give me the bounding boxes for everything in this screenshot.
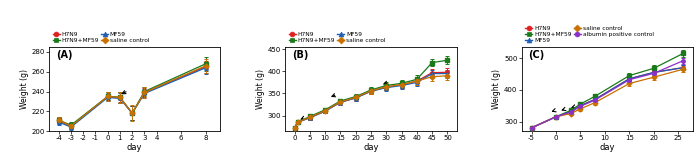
X-axis label: day: day xyxy=(600,143,615,152)
X-axis label: day: day xyxy=(127,143,142,152)
Y-axis label: Weight (g): Weight (g) xyxy=(20,69,29,109)
Y-axis label: Weight (g): Weight (g) xyxy=(492,69,501,109)
Text: (C): (C) xyxy=(528,50,545,60)
X-axis label: day: day xyxy=(363,143,379,152)
Text: (B): (B) xyxy=(292,50,309,60)
Legend: H7N9, H7N9+MF59, MF59, saline control, albumin positive control: H7N9, H7N9+MF59, MF59, saline control, a… xyxy=(524,25,654,43)
Text: (A): (A) xyxy=(56,50,72,60)
Legend: H7N9, H7N9+MF59, MF59, saline control: H7N9, H7N9+MF59, MF59, saline control xyxy=(288,31,386,43)
Legend: H7N9, H7N9+MF59, MF59, saline control: H7N9, H7N9+MF59, MF59, saline control xyxy=(52,31,150,43)
Y-axis label: Weight (g): Weight (g) xyxy=(256,69,265,109)
